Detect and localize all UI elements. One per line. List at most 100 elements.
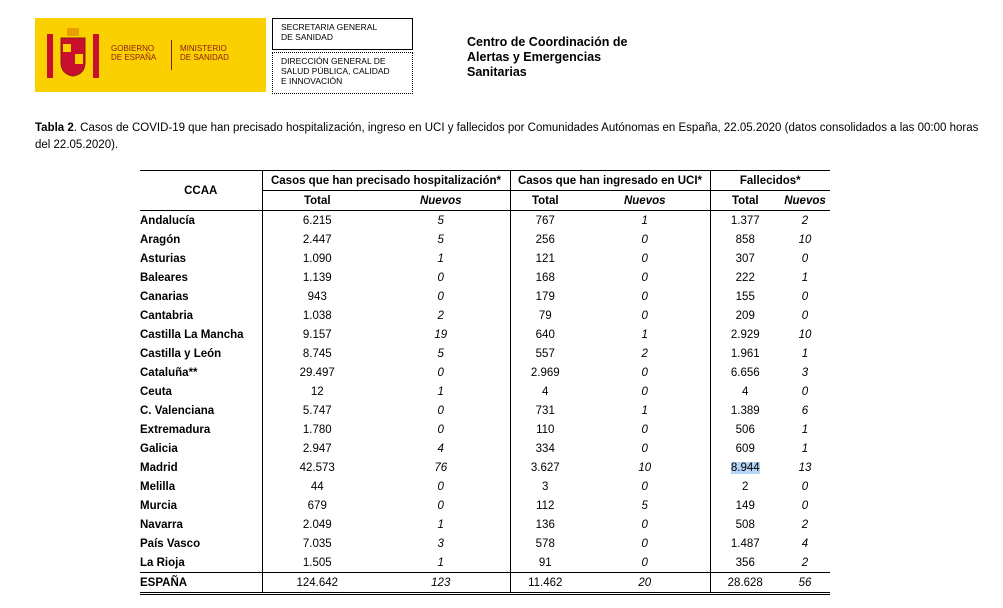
- cell-text: 42.573: [299, 461, 335, 474]
- value-cell: 1.389: [710, 401, 780, 420]
- total-cell: 56: [780, 573, 830, 594]
- value-cell: 0: [372, 287, 511, 306]
- value-cell: 1: [372, 553, 511, 573]
- cell-text: 13: [798, 461, 812, 474]
- value-cell: 0: [580, 553, 711, 573]
- value-cell: 2: [372, 306, 511, 325]
- cell-text: 578: [535, 537, 555, 550]
- cell-text: 1.090: [302, 252, 332, 265]
- group-header: Casos que han precisado hospitalización*: [262, 170, 511, 191]
- center-title: Centro de Coordinación de Alertas y Emerg…: [467, 35, 628, 79]
- cell-text: 1: [641, 214, 648, 227]
- cell-text: 1: [437, 556, 444, 569]
- cell-text: 4: [437, 442, 444, 455]
- value-cell: 0: [580, 249, 711, 268]
- cell-text: 1: [801, 442, 809, 455]
- cell-text: 149: [735, 499, 755, 512]
- value-cell: 307: [710, 249, 780, 268]
- value-cell: 0: [372, 363, 511, 382]
- cell-text: 0: [801, 309, 809, 322]
- value-cell: 2.929: [710, 325, 780, 344]
- value-cell: 1: [780, 268, 830, 287]
- cell-text: 0: [641, 233, 648, 246]
- cell-text: Nuevos: [419, 194, 462, 207]
- value-cell: 0: [780, 306, 830, 325]
- value-cell: 155: [710, 287, 780, 306]
- row: Cataluña** 29.497 0 2.969 0 6.656 3: [140, 363, 830, 382]
- cell-text: 2.929: [730, 328, 760, 341]
- value-cell: 679: [262, 496, 372, 515]
- region-cell: Castilla La Mancha: [140, 325, 263, 344]
- value-cell: 1.505: [262, 553, 372, 573]
- cell-text: 307: [735, 252, 755, 265]
- value-cell: 2.947: [262, 439, 372, 458]
- region-cell: La Rioja: [140, 553, 263, 573]
- value-cell: 0: [372, 268, 511, 287]
- value-cell: 4: [510, 382, 580, 401]
- value-cell: 2: [780, 553, 830, 573]
- cell-text: 731: [535, 404, 555, 417]
- cell-text: 1.038: [302, 309, 332, 322]
- value-cell: 3: [510, 477, 580, 496]
- cell-text: 0: [641, 556, 648, 569]
- subheader: Nuevos: [580, 190, 711, 211]
- value-cell: 0: [780, 287, 830, 306]
- value-cell: 0: [780, 382, 830, 401]
- cell-text: 1: [437, 518, 444, 531]
- row: País Vasco 7.035 3 578 0 1.487 4: [140, 534, 830, 553]
- cell-text: 2.969: [530, 366, 560, 379]
- cell-text: 0: [801, 252, 809, 265]
- value-cell: 5: [580, 496, 711, 515]
- cell-text: 123: [431, 576, 451, 589]
- row: Castilla La Mancha 9.157 19 640 1 2.929 10: [140, 325, 830, 344]
- cell-text: Navarra: [140, 518, 183, 531]
- cell-text: 0: [641, 537, 648, 550]
- cell-text: 44: [310, 480, 324, 493]
- cell-text: 0: [641, 518, 648, 531]
- value-cell: 2: [710, 477, 780, 496]
- value-cell: 0: [580, 534, 711, 553]
- cell-text: 0: [641, 366, 648, 379]
- value-cell: 12: [262, 382, 372, 401]
- value-cell: 1: [780, 420, 830, 439]
- region-cell: Asturias: [140, 249, 263, 268]
- value-cell: 5: [372, 230, 511, 249]
- cell-text: 11.462: [528, 576, 563, 589]
- value-cell: 168: [510, 268, 580, 287]
- value-cell: 334: [510, 439, 580, 458]
- value-cell: 4: [372, 439, 511, 458]
- cell-text: 10: [798, 233, 812, 246]
- cell-text: 1: [437, 385, 444, 398]
- value-cell: 1: [372, 515, 511, 534]
- value-cell: 0: [580, 230, 711, 249]
- cell-text: 91: [538, 556, 552, 569]
- cell-text: 0: [641, 480, 648, 493]
- value-cell: 1.377: [710, 211, 780, 231]
- row: Canarias 943 0 179 0 155 0: [140, 287, 830, 306]
- value-cell: 13: [780, 458, 830, 477]
- cell-text: 0: [641, 442, 648, 455]
- total-cell: 123: [372, 572, 511, 594]
- value-cell: 91: [510, 553, 580, 573]
- cell-text: 1: [801, 423, 809, 436]
- cell-text: Nuevos: [784, 194, 826, 207]
- cell-text: 0: [641, 309, 648, 322]
- value-cell: 29.497: [262, 363, 372, 382]
- value-cell: 6.656: [710, 363, 780, 382]
- value-cell: 5: [372, 210, 511, 230]
- cell-text: 10: [798, 328, 812, 341]
- cell-text: 110: [536, 423, 555, 436]
- cell-text: 179: [535, 290, 555, 303]
- cell-text: 10: [638, 461, 652, 474]
- cell-text: 5.747: [302, 404, 332, 417]
- cell-text: 5: [437, 233, 444, 246]
- cell-text: 767: [535, 214, 555, 227]
- cell-text: 79: [538, 309, 552, 322]
- cell-text: 4: [742, 385, 749, 398]
- region-cell: Aragón: [140, 230, 263, 249]
- value-cell: 136: [510, 515, 580, 534]
- value-cell: 356: [710, 553, 780, 573]
- value-cell: 1: [580, 325, 711, 344]
- cell-text: Ceuta: [140, 385, 172, 398]
- cell-text: 2.947: [302, 442, 332, 455]
